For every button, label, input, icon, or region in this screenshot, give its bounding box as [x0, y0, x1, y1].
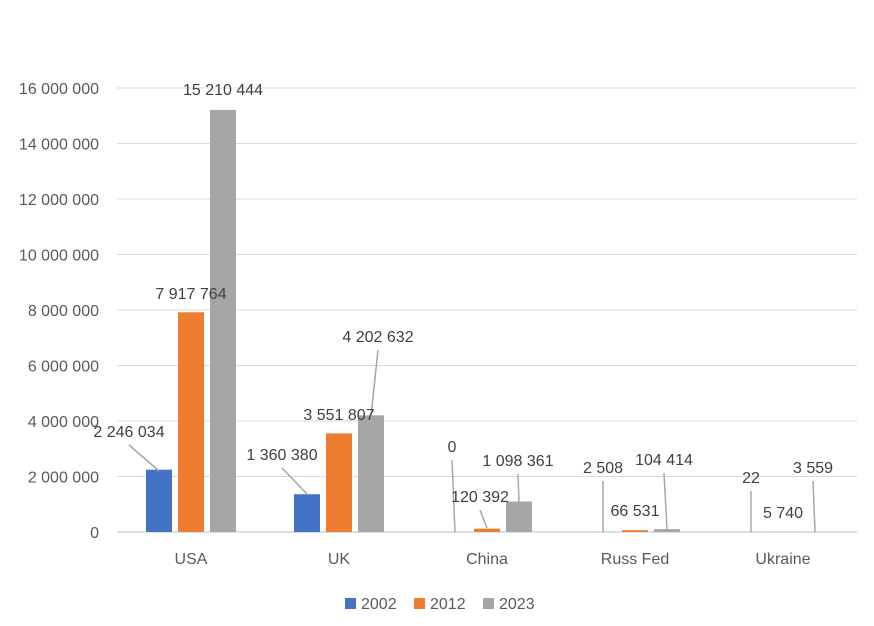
x-category-label: Ukraine	[755, 551, 810, 568]
bar-2023-usa	[210, 109, 236, 532]
y-tick-label: 10 000 000	[19, 248, 99, 265]
y-tick-label: 12 000 000	[19, 192, 99, 209]
data-label: 3 551 807	[303, 407, 374, 424]
bar-2023-china	[506, 501, 532, 532]
x-category-label: China	[466, 551, 508, 568]
legend: 2002 2012 2023	[345, 596, 535, 613]
y-axis-tick-labels: 0 2 000 000 4 000 000 6 000 000 8 000 000 10 …	[19, 81, 99, 542]
data-label: 1 098 361	[482, 453, 553, 470]
bar-2012-usa	[178, 312, 204, 532]
bar-2012-russ-fed	[622, 530, 648, 532]
x-category-label: UK	[328, 551, 351, 568]
data-label: 7 917 764	[155, 286, 226, 303]
data-label: 3 559	[793, 460, 833, 477]
bar-2002-usa	[146, 469, 172, 532]
bar-2012-china	[474, 528, 500, 532]
legend-swatch	[483, 598, 494, 609]
bar-2023-uk	[358, 415, 384, 532]
leader-line	[479, 509, 488, 529]
bars	[146, 109, 828, 532]
gridlines	[117, 87, 857, 533]
leader-line	[663, 472, 668, 530]
legend-swatch	[345, 598, 356, 609]
y-tick-label: 0	[90, 525, 99, 542]
leader-line	[812, 480, 816, 533]
bar-2023-russ-fed	[654, 529, 680, 532]
leader-line	[281, 467, 308, 495]
data-label: 22	[742, 470, 760, 487]
data-label: 4 202 632	[342, 329, 413, 346]
data-label: 2 246 034	[93, 424, 164, 441]
y-tick-label: 2 000 000	[28, 470, 99, 487]
data-label: 104 414	[635, 452, 693, 469]
data-label-leader-lines	[128, 349, 816, 533]
y-tick-label: 6 000 000	[28, 359, 99, 376]
legend-label: 2002	[361, 596, 397, 613]
data-label: 2 508	[583, 460, 623, 477]
legend-swatch	[414, 598, 425, 609]
bar-2002-uk	[294, 494, 320, 532]
leader-line	[370, 349, 379, 417]
data-label: 15 210 444	[183, 82, 263, 99]
data-label: 1 360 380	[246, 447, 317, 464]
x-category-label: USA	[175, 551, 208, 568]
x-axis-category-labels: USA UK China Russ Fed Ukraine	[175, 551, 811, 568]
data-labels: 2 246 034 1 360 380 0 2 508 22 7 917 764 3 551…	[93, 82, 833, 522]
leader-line	[451, 459, 456, 533]
leader-line	[128, 444, 160, 472]
legend-label: 2023	[499, 596, 535, 613]
data-label: 120 392	[451, 489, 509, 506]
data-label: 0	[448, 439, 457, 456]
y-tick-label: 14 000 000	[19, 137, 99, 154]
y-tick-label: 8 000 000	[28, 303, 99, 320]
y-tick-label: 4 000 000	[28, 414, 99, 431]
leader-line	[517, 473, 520, 503]
bar-2012-uk	[326, 433, 352, 532]
data-label: 66 531	[611, 503, 660, 520]
y-tick-label: 16 000 000	[19, 81, 99, 98]
legend-label: 2012	[430, 596, 466, 613]
x-category-label: Russ Fed	[601, 551, 669, 568]
data-label: 5 740	[763, 505, 803, 522]
